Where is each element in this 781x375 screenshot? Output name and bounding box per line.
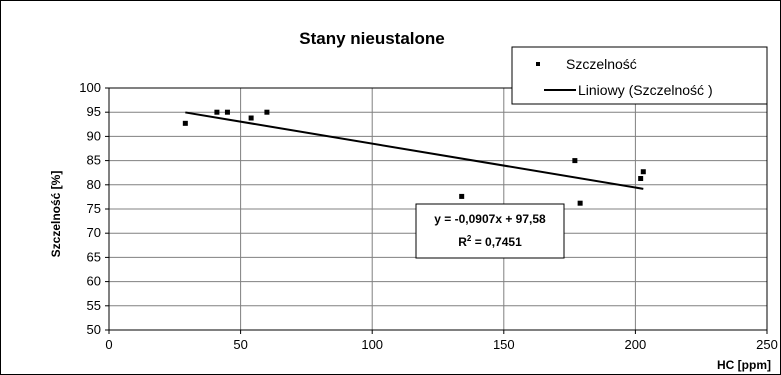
- y-tick-label: 85: [87, 153, 101, 168]
- y-tick-label: 90: [87, 128, 101, 143]
- x-tick-label: 50: [233, 337, 247, 352]
- data-point: [264, 109, 270, 115]
- data-point: [577, 200, 583, 206]
- trendline: [185, 111, 644, 190]
- data-point: [182, 120, 188, 126]
- r-squared-text: R2 = 0,7451: [458, 234, 522, 249]
- legend-frame: [511, 46, 768, 105]
- legend: Szczelność Liniowy (Szczelność ): [511, 46, 768, 105]
- legend-label-series: Szczelność: [566, 56, 637, 72]
- x-tick-label: 150: [493, 337, 515, 352]
- x-axis-ticks: 0 50 100 150 200 250: [105, 330, 778, 352]
- data-point: [640, 169, 646, 175]
- chart-title: Stany nieustalone: [299, 29, 444, 48]
- equation-box: y = -0,0907x + 97,58 R2 = 0,7451: [415, 203, 565, 259]
- y-tick-label: 100: [79, 80, 101, 95]
- x-tick-label: 200: [625, 337, 647, 352]
- r-squared-symbol: R: [458, 235, 467, 249]
- legend-label-trendline: Liniowy (Szczelność ): [578, 82, 713, 98]
- y-tick-label: 75: [87, 201, 101, 216]
- y-axis-ticks: 50 55 60 65 70 75 80 85 90 95 100: [79, 80, 109, 337]
- data-point: [214, 109, 220, 115]
- y-tick-label: 50: [87, 322, 101, 337]
- equation-box-frame: [415, 203, 565, 259]
- r-squared-exponent: 2: [467, 234, 472, 243]
- r-squared-value: = 0,7451: [471, 235, 522, 249]
- legend-marker-symbol: [536, 62, 540, 66]
- x-tick-label: 250: [756, 337, 778, 352]
- data-point: [638, 176, 644, 182]
- equation-text: y = -0,0907x + 97,58: [434, 212, 546, 226]
- x-axis-label: HC [ppm]: [717, 358, 771, 372]
- y-tick-label: 95: [87, 104, 101, 119]
- y-tick-label: 55: [87, 298, 101, 313]
- y-axis-label: Szczelność [%]: [49, 171, 63, 258]
- data-point: [224, 109, 230, 115]
- data-point: [459, 193, 465, 199]
- y-tick-label: 60: [87, 274, 101, 289]
- x-tick-label: 100: [361, 337, 383, 352]
- x-tick-label: 0: [105, 337, 112, 352]
- y-tick-label: 70: [87, 225, 101, 240]
- y-tick-label: 65: [87, 249, 101, 264]
- data-points: [182, 109, 646, 206]
- data-point: [248, 115, 254, 121]
- data-point: [572, 158, 578, 164]
- y-tick-label: 80: [87, 177, 101, 192]
